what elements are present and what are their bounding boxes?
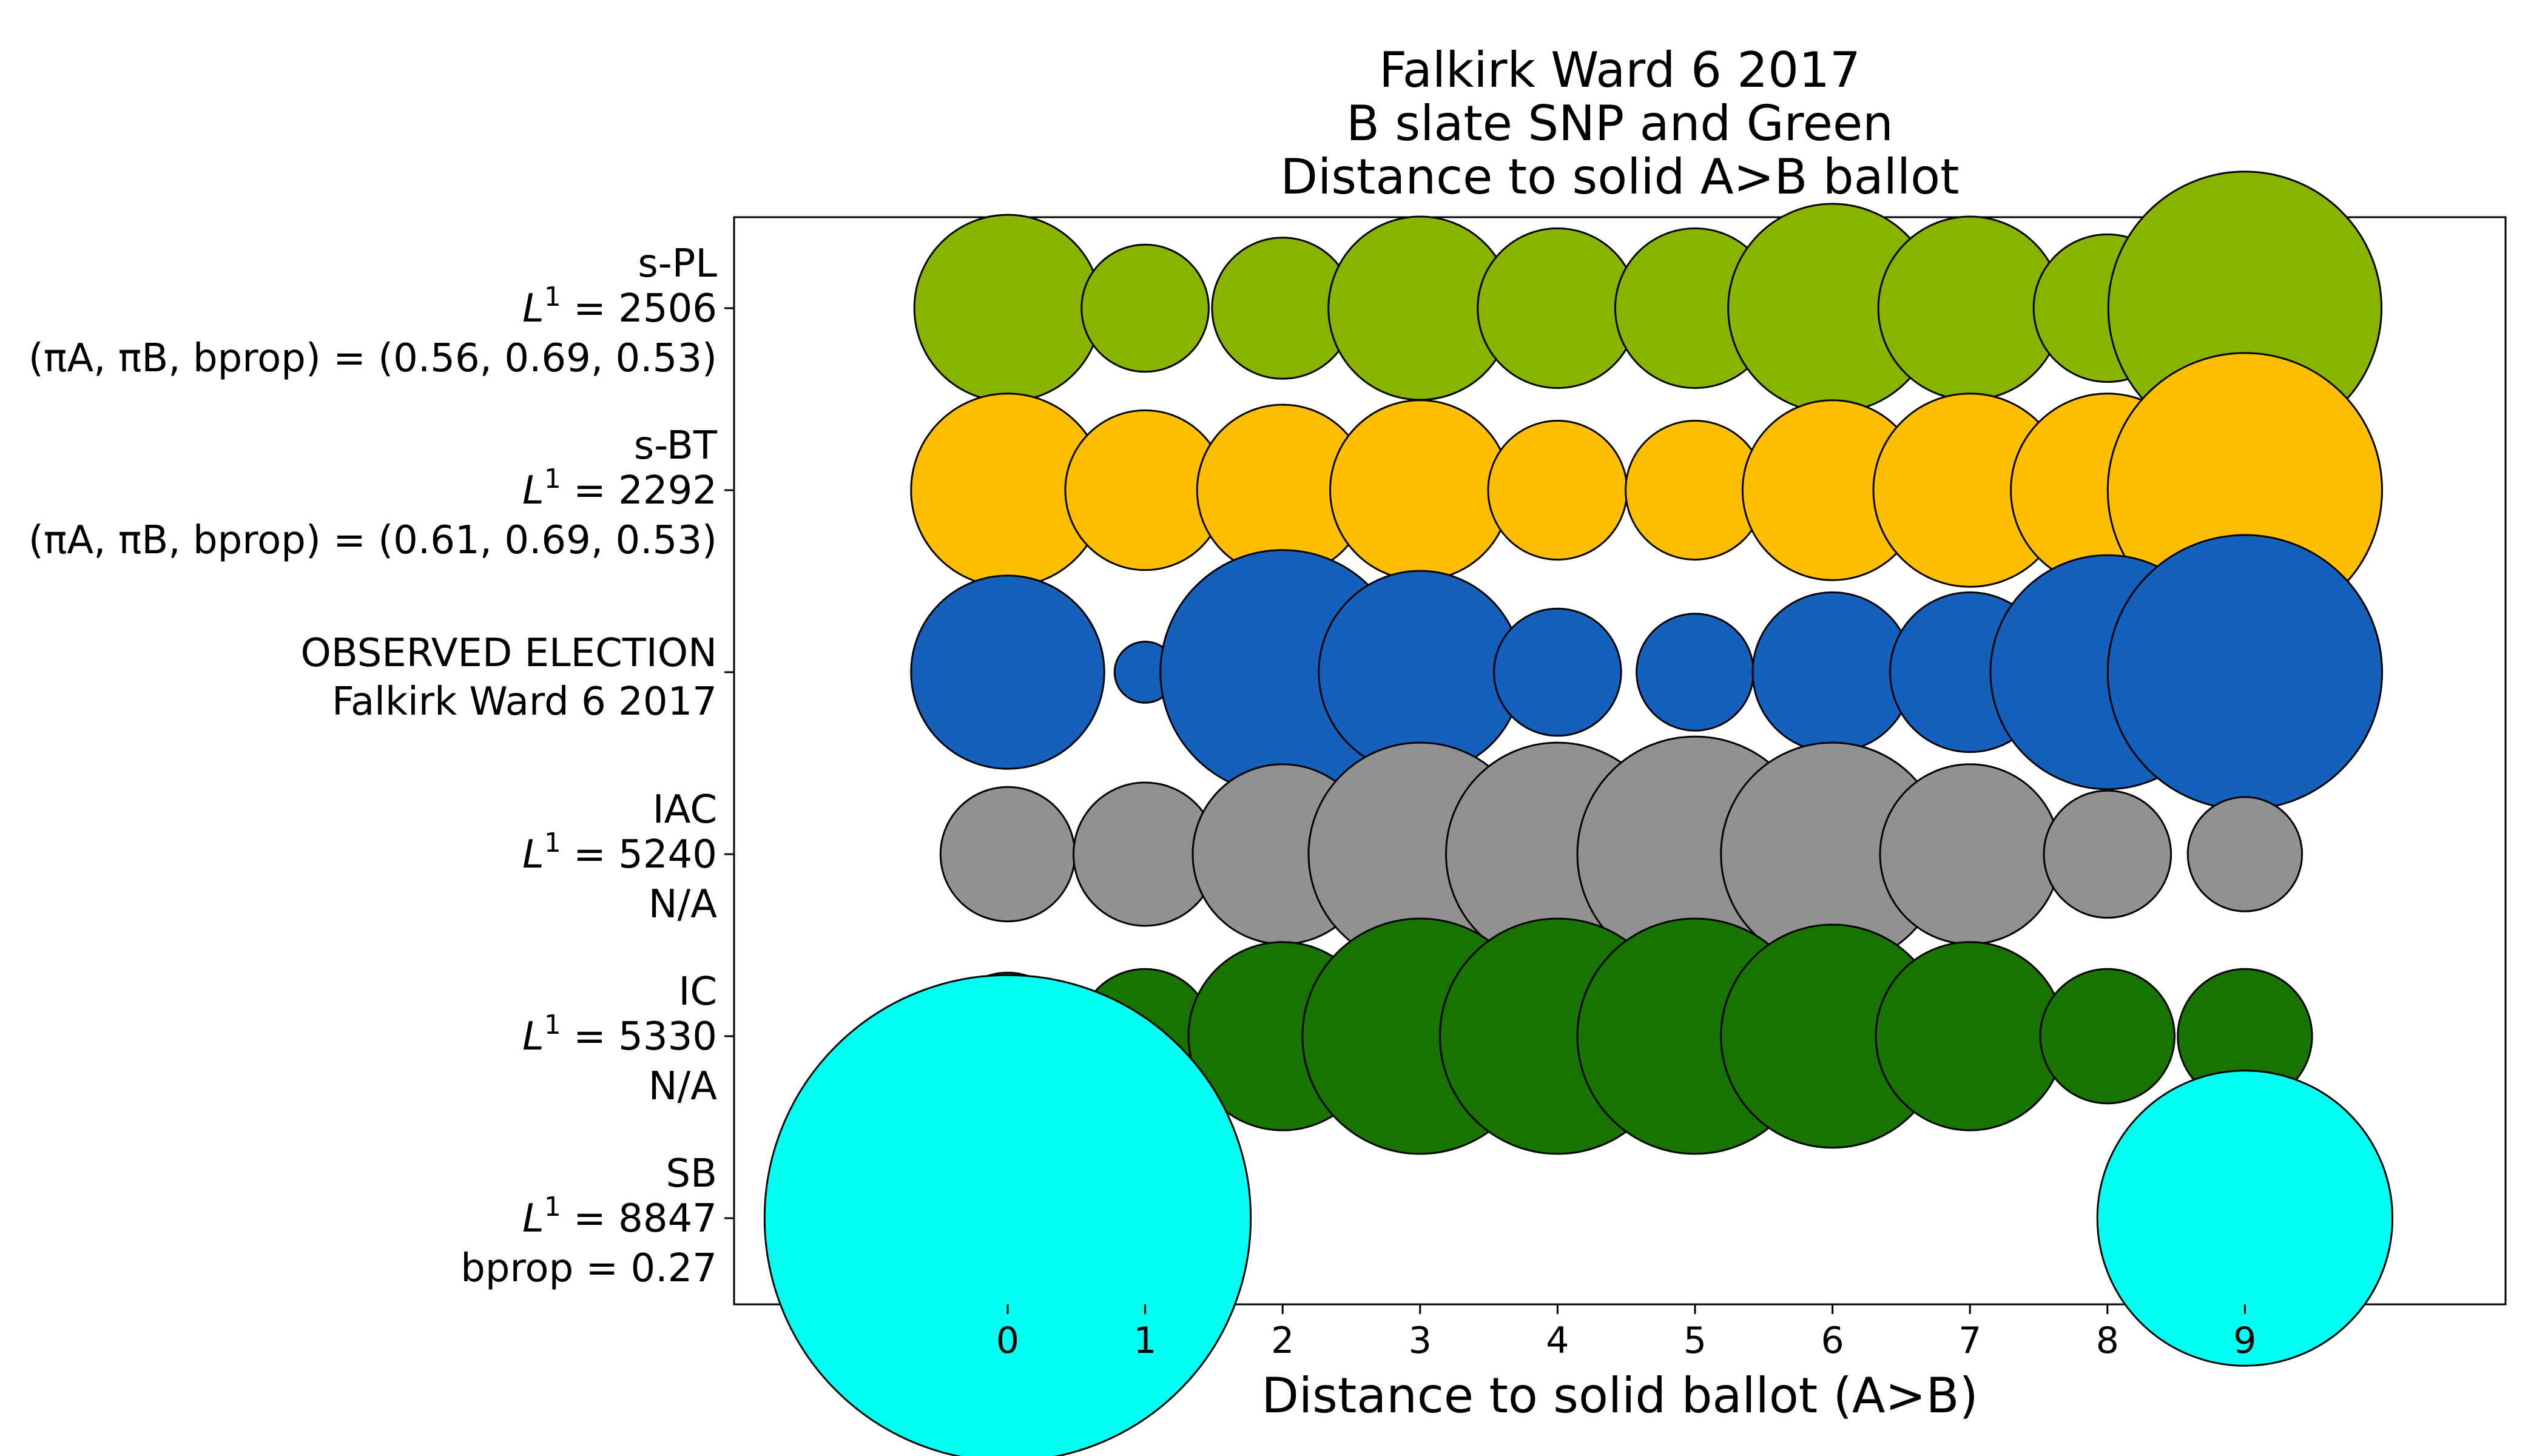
x-tick-label: 8: [2096, 1320, 2119, 1362]
x-tick-label: 4: [1546, 1320, 1569, 1362]
row-label-name: SB: [666, 1151, 717, 1196]
plot-area: [733, 216, 2507, 1306]
row-label-params: N/A: [649, 882, 717, 927]
title-line-2: B slate SNP and Green: [1346, 95, 1893, 152]
x-tick-label: 6: [1821, 1320, 1844, 1362]
row-label-name: s-PL: [638, 241, 717, 286]
row-label-params: (πA, πB, bprop) = (0.61, 0.69, 0.53): [29, 518, 717, 563]
row-label-metric: L1 = 5240: [522, 827, 717, 877]
series-observed: [910, 534, 2384, 811]
x-tick-label: 5: [1684, 1320, 1707, 1362]
title-line-1: Falkirk Ward 6 2017: [1379, 42, 1861, 98]
bubble-sb-9: [2096, 1070, 2394, 1367]
row-label-metric: L1 = 5330: [522, 1009, 717, 1059]
series-iac: [939, 735, 2304, 973]
row-label-metric: L1 = 2292: [522, 463, 717, 513]
bubble-observed-5: [1636, 613, 1754, 732]
bubble-observed-9: [2106, 534, 2384, 811]
bubble-iac-9: [2186, 796, 2304, 912]
bubble-ic-7: [1875, 941, 2065, 1131]
row-label-subtitle: Falkirk Ward 6 2017: [332, 679, 717, 724]
bubble-s-pl-0: [913, 214, 1102, 403]
row-label-params: bprop = 0.27: [460, 1246, 717, 1291]
series-sb: [763, 974, 2394, 1456]
bubble-observed-4: [1493, 607, 1622, 737]
series-ic: [943, 917, 2313, 1155]
bubble-iac-7: [1879, 763, 2061, 945]
row-label-name: IAC: [653, 787, 717, 832]
row-label-name: IC: [678, 969, 717, 1014]
bubble-iac-8: [2043, 789, 2172, 919]
x-tick-label: 1: [1134, 1320, 1157, 1362]
bubble-s-pl-4: [1477, 227, 1639, 389]
bubble-observed-0: [910, 575, 1105, 770]
bubble-s-bt-4: [1487, 420, 1628, 561]
title-line-3: Distance to solid A>B ballot: [1281, 149, 1960, 205]
row-label-params: (πA, πB, bprop) = (0.56, 0.69, 0.53): [29, 336, 717, 381]
row-label-metric: L1 = 2506: [522, 281, 717, 331]
bubble-observed-6: [1751, 591, 1913, 753]
x-tick-label: 9: [2233, 1320, 2256, 1362]
x-tick-label: 0: [996, 1320, 1019, 1362]
x-axis-label: Distance to solid ballot (A>B): [1261, 1367, 1978, 1424]
bubble-s-pl-1: [1080, 243, 1210, 373]
row-label-name: s-BT: [634, 423, 718, 468]
bubble-sb-0: [763, 974, 1252, 1456]
row-label-name: OBSERVED ELECTION: [301, 631, 717, 676]
x-axis: 0 1 2 3 4 5 6 7 8 9: [996, 1304, 2256, 1362]
x-tick-label: 2: [1271, 1320, 1294, 1362]
bubble-s-bt-3: [1329, 399, 1511, 581]
row-label-metric: L1 = 8847: [522, 1191, 717, 1241]
x-tick-label: 3: [1409, 1320, 1432, 1362]
bubble-ic-8: [2039, 968, 2176, 1105]
bubble-iac-0: [939, 786, 1076, 923]
bubble-marks: [763, 170, 2394, 1456]
x-tick-label: 7: [1958, 1320, 1981, 1362]
row-label-params: N/A: [649, 1064, 717, 1109]
